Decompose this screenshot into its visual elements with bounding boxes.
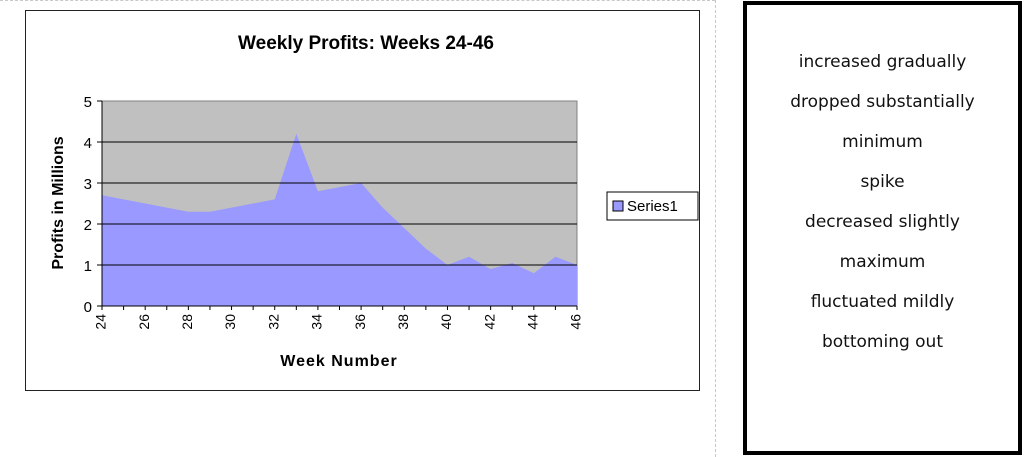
x-tick-label: 28 [179, 314, 195, 330]
word-bank-item: spike [860, 172, 905, 192]
x-tick-label: 42 [481, 314, 497, 330]
y-tick-label: 3 [84, 176, 92, 193]
y-tick-label: 4 [84, 135, 92, 152]
chart-frame: 0 1 2 3 4 5 24 26 28 30 32 34 36 38 40 42 44 46 Weekly Pro… [25, 10, 700, 391]
x-tick-label: 36 [352, 314, 368, 330]
word-bank-item: bottoming out [821, 332, 944, 352]
word-bank-list: increased gradually dropped substantially… [747, 45, 1018, 365]
x-tick-label: 38 [395, 314, 411, 330]
legend-label-series1: Series1 [627, 198, 678, 215]
word-bank-item: minimum [842, 132, 923, 152]
page-guide-top [0, 0, 715, 1]
y-tick-label: 2 [84, 217, 92, 234]
chart-title: Weekly Profits: Weeks 24-46 [238, 33, 494, 54]
legend-swatch-series1 [612, 200, 624, 212]
word-bank-item: decreased slightly [805, 212, 960, 232]
y-tick-label: 1 [84, 258, 92, 275]
word-bank-item: increased gradually [798, 52, 967, 72]
word-bank-item: dropped substantially [790, 92, 975, 112]
x-tick-label: 30 [222, 314, 238, 330]
series-area-series1 [102, 133, 577, 306]
word-bank-panel: increased gradually dropped substantially… [743, 1, 1022, 455]
x-tick-label: 32 [265, 314, 281, 330]
word-bank-item: fluctuated mildly [810, 292, 955, 312]
y-tick-label: 5 [84, 94, 92, 111]
x-tick-label: 44 [525, 314, 541, 330]
page-guide-right [715, 0, 716, 457]
x-tick-label: 24 [93, 314, 109, 330]
y-axis-label: Profits in Millions [50, 136, 67, 269]
word-bank-item: maximum [839, 252, 926, 272]
x-tick-label: 40 [438, 314, 454, 330]
x-tick-label: 46 [568, 314, 584, 330]
x-tick-label: 26 [136, 314, 152, 330]
y-tick-label: 0 [84, 299, 92, 316]
x-axis-label: Week Number [280, 353, 397, 370]
x-tick-label: 34 [309, 314, 325, 330]
